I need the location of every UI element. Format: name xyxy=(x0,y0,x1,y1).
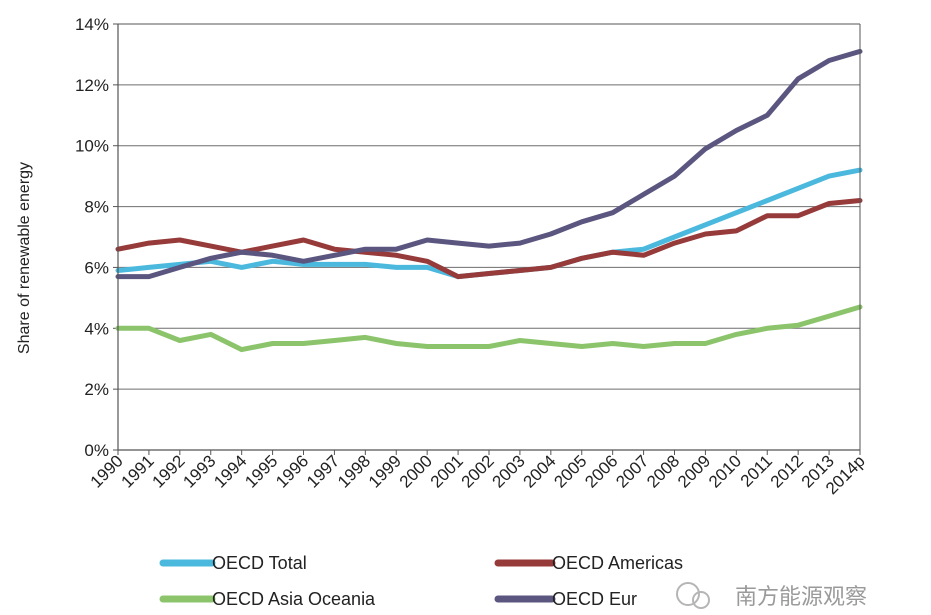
x-tick-label: 2009 xyxy=(674,451,714,491)
x-tick-label: 2004 xyxy=(519,451,559,491)
legend-label-oecd-americas: OECD Americas xyxy=(552,553,683,573)
legend-label-oecd-europe: OECD Eur xyxy=(552,589,637,609)
watermark-text: 南方能源观察 xyxy=(735,585,867,610)
y-tick-label: 2% xyxy=(84,380,109,399)
legend-label-oecd-total: OECD Total xyxy=(212,553,307,573)
x-axis-ticks: 1990199119921993199419951996199719981999… xyxy=(87,450,869,498)
x-tick-label: 2011 xyxy=(737,451,776,490)
legend-item-oecd-europe: OECD Eur xyxy=(494,589,637,609)
series-line-oecd-asia-oceania xyxy=(115,304,863,353)
series-line-oecd-eur xyxy=(115,48,863,280)
x-tick-label: 1992 xyxy=(148,451,188,491)
series-lines xyxy=(115,48,863,353)
x-tick-label: 2001 xyxy=(427,451,467,491)
x-tick-label: 2012 xyxy=(767,451,807,491)
x-tick-label: 1997 xyxy=(303,451,343,491)
x-tick-label: 2003 xyxy=(489,451,529,491)
y-tick-label: 10% xyxy=(75,137,109,156)
x-tick-label: 1999 xyxy=(365,451,405,491)
legend-label-oecd-asia-oceania: OECD Asia Oceania xyxy=(212,589,376,609)
x-tick-label: 2002 xyxy=(458,451,498,491)
y-tick-label: 12% xyxy=(75,76,109,95)
x-tick-label: 1991 xyxy=(118,451,158,491)
legend-item-oecd-asia-oceania: OECD Asia Oceania xyxy=(159,589,376,609)
x-tick-label: 1994 xyxy=(210,451,250,491)
y-axis-label: Share of renewable energy xyxy=(16,162,33,354)
wechat-icon-bubble xyxy=(692,591,710,609)
legend: OECD Total OECD Americas OECD Asia Ocean… xyxy=(159,553,683,609)
y-axis-ticks: 0% 2% 4% 6% 8% 10% 12% 14% xyxy=(75,15,118,460)
x-tick-label: 2006 xyxy=(581,451,621,491)
y-tick-label: 6% xyxy=(84,258,109,277)
y-tick-label: 4% xyxy=(84,319,109,338)
wechat-icon xyxy=(676,582,700,606)
y-tick-label: 14% xyxy=(75,15,109,34)
plot-area xyxy=(118,24,860,450)
x-tick-label: 1995 xyxy=(241,451,281,491)
watermark: 南方能源观察 xyxy=(676,582,867,610)
legend-item-oecd-total: OECD Total xyxy=(159,553,307,573)
x-tick-label: 1996 xyxy=(272,451,312,491)
x-tick-label: 2005 xyxy=(550,451,590,491)
y-tick-label: 0% xyxy=(84,441,109,460)
x-tick-label: 1998 xyxy=(334,451,374,491)
x-tick-label: 1993 xyxy=(179,451,219,491)
x-tick-label: 2008 xyxy=(643,451,683,491)
x-tick-label: 2007 xyxy=(612,451,652,491)
y-tick-label: 8% xyxy=(84,198,109,217)
x-tick-label: 2000 xyxy=(396,451,436,491)
x-tick-label: 2010 xyxy=(705,451,745,491)
legend-item-oecd-americas: OECD Americas xyxy=(494,553,683,573)
